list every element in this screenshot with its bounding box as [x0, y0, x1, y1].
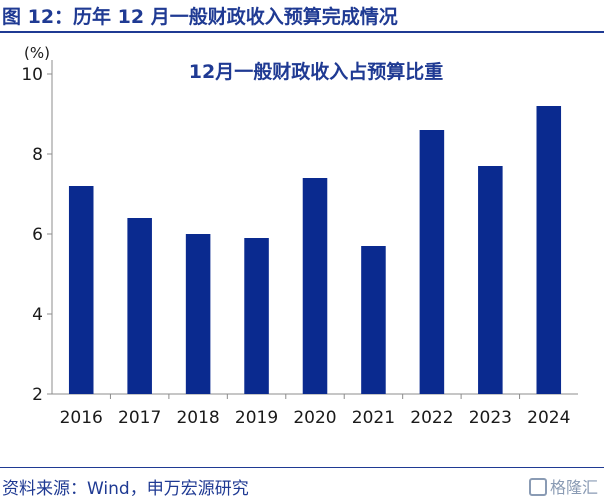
bar: [419, 130, 445, 394]
y-tick-label: 6: [32, 225, 43, 245]
bar-chart: 12月一般财政收入占预算比重 (%) 2 4 6 8 10 2016 2017 2018 201…: [21, 44, 578, 428]
bar: [244, 238, 269, 394]
x-tick-label: 2021: [352, 408, 395, 428]
figure-title: 图 12：历年 12 月一般财政收入预算完成情况: [2, 6, 398, 28]
source-note: 资料来源：Wind，申万宏源研究: [2, 479, 249, 499]
x-tick-label: 2016: [60, 408, 103, 428]
top-divider: [0, 31, 604, 33]
x-tick-label: 2018: [176, 408, 219, 428]
chart-title: 12月一般财政收入占预算比重: [189, 60, 443, 83]
x-tick-label: 2020: [293, 408, 336, 428]
x-tick-label: 2024: [527, 408, 570, 428]
bar: [536, 106, 562, 394]
bar: [361, 246, 386, 394]
bar: [127, 218, 152, 394]
watermark-text: 格隆汇: [549, 478, 598, 497]
y-axis-unit: (%): [24, 44, 50, 62]
bar: [302, 178, 328, 394]
watermark-logo-icon: [528, 478, 547, 496]
x-tick-label: 2023: [469, 408, 512, 428]
bar: [478, 166, 503, 394]
x-tick-label: 2019: [235, 408, 278, 428]
x-tick-label: 2022: [410, 408, 453, 428]
y-tick-label: 8: [32, 145, 43, 165]
bottom-divider: [0, 467, 604, 468]
watermark: 格隆汇: [528, 474, 598, 498]
y-tick-label: 2: [32, 385, 43, 405]
y-tick-label: 4: [32, 305, 43, 325]
bar: [68, 186, 94, 394]
y-tick-label: 10: [21, 65, 43, 85]
bar: [185, 234, 211, 394]
x-tick-label: 2017: [118, 408, 161, 428]
